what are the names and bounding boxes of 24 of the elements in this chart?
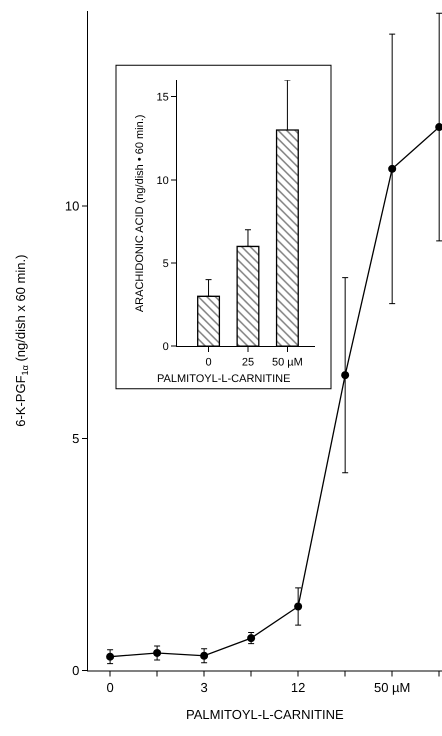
x-tick-label: 50 µM (272, 356, 303, 368)
point (153, 648, 162, 657)
y-tick-label: 5 (72, 430, 80, 446)
x-tick-label: 0 (205, 356, 212, 368)
y-axis-title: ARACHIDONIC ACID (ng/dish • 60 min.) (134, 114, 146, 312)
point (294, 602, 302, 611)
x-tick-label: 25 (242, 356, 254, 368)
y-tick-label: 5 (162, 258, 169, 270)
x-axis-title: PALMITOYL-L-CARNITINE (157, 373, 290, 385)
x-tick-label: 3 (200, 680, 208, 696)
x-tick-label: 12 (290, 680, 306, 696)
y-tick-label: 15 (156, 92, 169, 104)
point (200, 652, 208, 660)
x-axis-title: PALMITOYL-L-CARNITINE (186, 707, 344, 722)
y-tick-label: 0 (162, 341, 169, 354)
y-tick-label: 10 (64, 198, 80, 214)
y-tick-label: 10 (156, 174, 169, 187)
y-tick-label: 0 (72, 663, 80, 678)
point (435, 123, 442, 132)
point (106, 652, 114, 661)
x-tick-label: 50 µM (374, 680, 410, 696)
x-tick-label: 0 (106, 680, 114, 696)
point (341, 371, 350, 380)
point (388, 164, 396, 173)
